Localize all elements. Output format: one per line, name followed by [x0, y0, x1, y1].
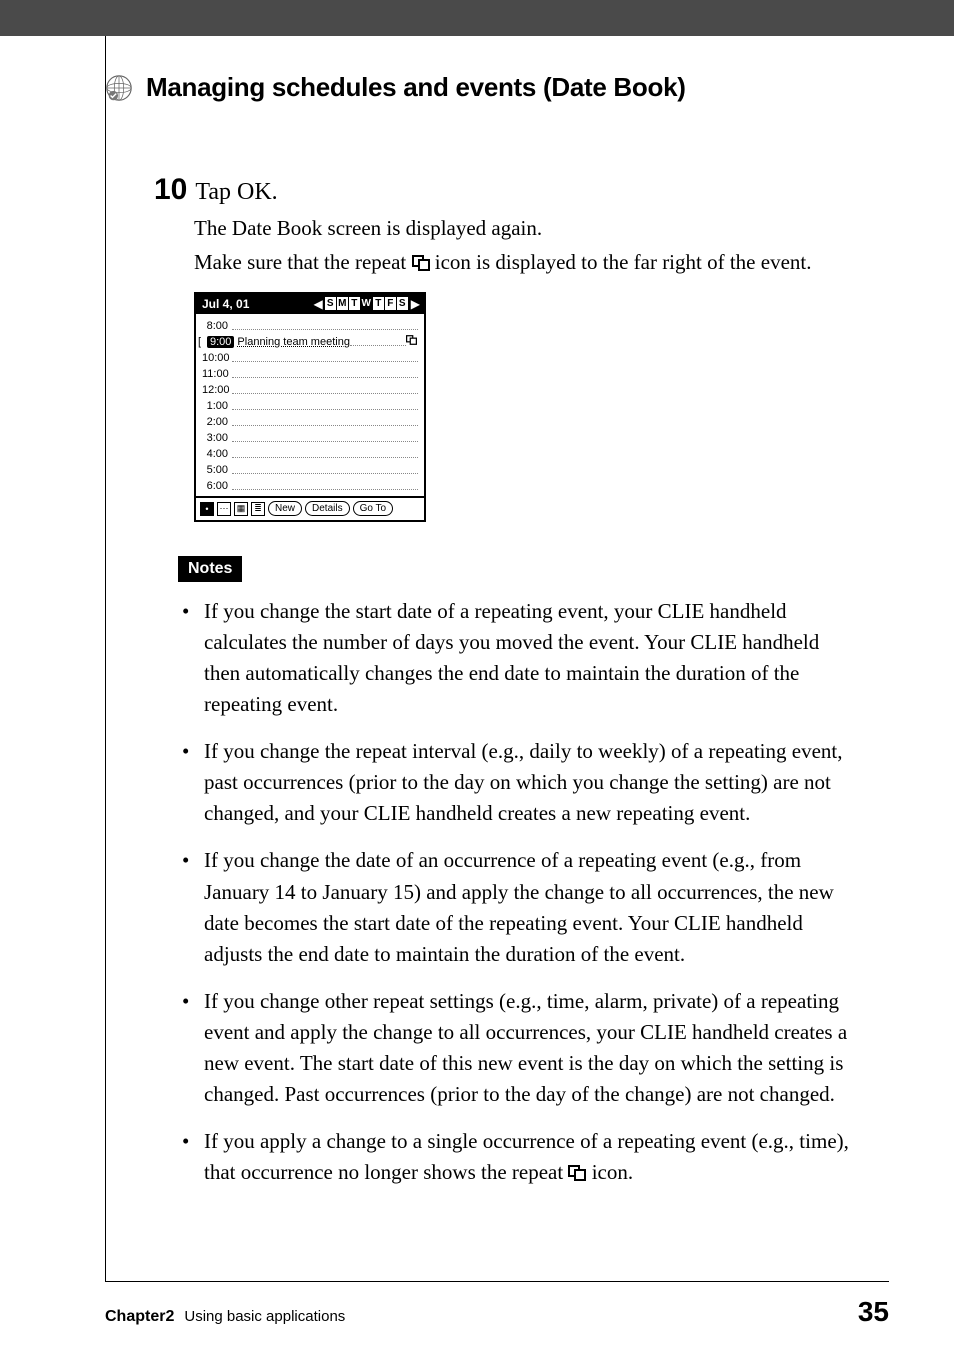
datebook-rows: 8:00 [9:00Planning team meeting 10:00 11:00… — [196, 314, 424, 496]
datebook-buttons: NewDetailsGo To — [268, 501, 393, 516]
instruction-line-1: The Date Book screen is displayed again. — [194, 213, 859, 243]
globe-icon — [104, 73, 134, 103]
time-row[interactable]: 2:00 — [202, 414, 418, 430]
prev-arrow-icon[interactable]: ◀ — [312, 298, 325, 310]
notes-badge: Notes — [178, 556, 242, 582]
footer-chapter: Chapter2 — [105, 1308, 174, 1326]
step-action: Tap OK. — [195, 179, 277, 206]
content-frame: Managing schedules and events (Date Book… — [105, 36, 889, 1282]
page-footer: Chapter2 Using basic applications 35 — [105, 1296, 889, 1328]
time-row[interactable]: 10:00 — [202, 350, 418, 366]
note-text-b: icon. — [586, 1160, 633, 1184]
footer-subtitle: Using basic applications — [184, 1308, 345, 1325]
datebook-date: Jul 4, 01 — [198, 297, 253, 311]
time-label: 10:00 — [202, 352, 232, 364]
time-row[interactable]: 12:00 — [202, 382, 418, 398]
note-item: If you change the start date of a repeat… — [178, 596, 849, 720]
instruction-line-2: Make sure that the repeat icon is displa… — [194, 247, 859, 277]
time-row[interactable]: 6:00 — [202, 478, 418, 494]
footer-page-number: 35 — [858, 1296, 889, 1328]
repeat-icon — [412, 255, 430, 271]
view-week-icon[interactable]: ⋯ — [217, 502, 231, 516]
time-label: 6:00 — [202, 480, 232, 492]
time-label: 9:00 — [207, 336, 234, 348]
instr-2a: Make sure that the repeat — [194, 250, 412, 274]
day-cell[interactable]: S — [396, 296, 409, 311]
time-label: 5:00 — [202, 464, 232, 476]
notes-list: If you change the start date of a repeat… — [160, 596, 859, 1188]
time-label: 12:00 — [202, 384, 232, 396]
top-bar — [0, 0, 954, 36]
time-row[interactable]: 1:00 — [202, 398, 418, 414]
body-content: 10 Tap OK. The Date Book screen is displ… — [106, 103, 889, 1188]
time-row[interactable]: 3:00 — [202, 430, 418, 446]
view-agenda-icon[interactable]: ≣ — [251, 502, 265, 516]
view-day-icon[interactable]: • — [200, 502, 214, 516]
repeat-icon — [568, 1160, 586, 1184]
note-item: If you change the date of an occurrence … — [178, 845, 849, 969]
note-item: If you change the repeat interval (e.g.,… — [178, 736, 849, 829]
time-row[interactable]: 5:00 — [202, 462, 418, 478]
go-to-button[interactable]: Go To — [353, 501, 394, 516]
event-text[interactable]: Planning team meeting — [237, 336, 350, 348]
time-label: 11:00 — [202, 368, 232, 380]
instr-2b: icon is displayed to the far right of th… — [435, 250, 812, 274]
details-button[interactable]: Details — [305, 501, 350, 516]
step-number: 10 — [154, 173, 187, 207]
section-header: Managing schedules and events (Date Book… — [104, 36, 889, 103]
new-button[interactable]: New — [268, 501, 302, 516]
time-label: 3:00 — [202, 432, 232, 444]
section-title: Managing schedules and events (Date Book… — [146, 72, 686, 103]
time-row[interactable]: 8:00 — [202, 318, 418, 334]
time-row[interactable]: 4:00 — [202, 446, 418, 462]
time-label: 8:00 — [202, 320, 232, 332]
time-label: 4:00 — [202, 448, 232, 460]
time-row[interactable]: 11:00 — [202, 366, 418, 382]
repeat-icon — [406, 335, 418, 348]
step-line: 10 Tap OK. — [154, 173, 859, 207]
note-item: If you apply a change to a single occurr… — [178, 1126, 849, 1188]
time-row[interactable]: [9:00Planning team meeting — [202, 334, 418, 350]
time-label: 1:00 — [202, 400, 232, 412]
day-picker: SMTWTFS — [325, 296, 409, 311]
time-label: 2:00 — [202, 416, 232, 428]
datebook-header: Jul 4, 01 ◀ SMTWTFS ▶ — [196, 294, 424, 314]
datebook-footer: • ⋯ ▦ ≣ NewDetailsGo To — [196, 496, 424, 520]
view-month-icon[interactable]: ▦ — [234, 502, 248, 516]
next-arrow-icon[interactable]: ▶ — [409, 298, 422, 310]
note-text-a: If you apply a change to a single occurr… — [204, 1129, 849, 1184]
datebook-screenshot: Jul 4, 01 ◀ SMTWTFS ▶ 8:00 [9:00Planning … — [194, 292, 426, 522]
note-item: If you change other repeat settings (e.g… — [178, 986, 849, 1110]
